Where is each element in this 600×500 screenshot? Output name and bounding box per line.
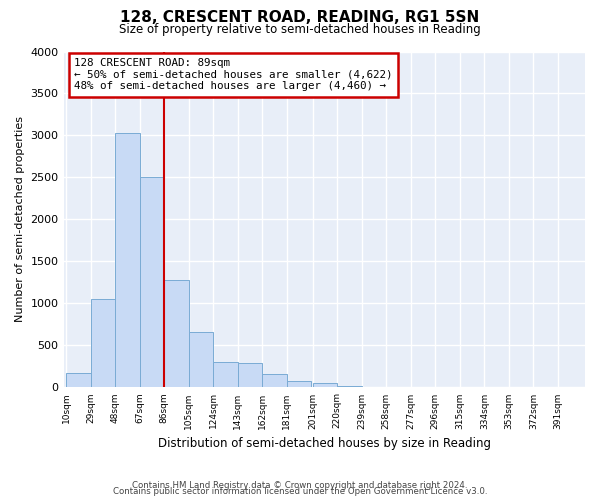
Bar <box>115 134 140 388</box>
Text: Size of property relative to semi-detached houses in Reading: Size of property relative to semi-detach… <box>119 22 481 36</box>
Bar <box>164 280 189 388</box>
Bar <box>238 362 262 388</box>
Bar <box>362 386 386 388</box>
Bar <box>287 380 311 388</box>
Text: 128 CRESCENT ROAD: 89sqm
← 50% of semi-detached houses are smaller (4,622)
48% o: 128 CRESCENT ROAD: 89sqm ← 50% of semi-d… <box>74 58 392 92</box>
Bar <box>213 362 238 388</box>
Bar <box>66 372 91 388</box>
Text: 128, CRESCENT ROAD, READING, RG1 5SN: 128, CRESCENT ROAD, READING, RG1 5SN <box>121 10 479 25</box>
Bar <box>189 332 213 388</box>
Bar <box>262 374 287 388</box>
Y-axis label: Number of semi-detached properties: Number of semi-detached properties <box>15 116 25 322</box>
Bar <box>337 386 362 388</box>
Bar <box>313 383 337 388</box>
Text: Contains public sector information licensed under the Open Government Licence v3: Contains public sector information licen… <box>113 487 487 496</box>
Text: Contains HM Land Registry data © Crown copyright and database right 2024.: Contains HM Land Registry data © Crown c… <box>132 481 468 490</box>
Bar <box>91 299 115 388</box>
Bar <box>140 178 164 388</box>
X-axis label: Distribution of semi-detached houses by size in Reading: Distribution of semi-detached houses by … <box>158 437 491 450</box>
